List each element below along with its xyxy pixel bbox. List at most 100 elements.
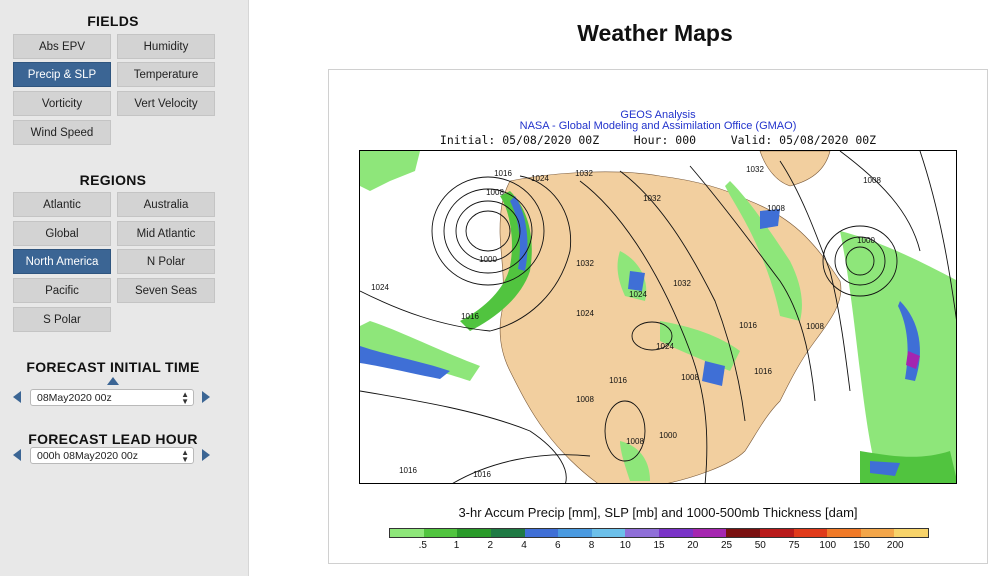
isobar-label: 1016 [609,376,627,385]
legend-label: 75 [788,540,800,551]
isobar-label: 1008 [576,395,594,404]
region-north-america-button[interactable]: North America [13,249,111,274]
lead-hour-prev-arrow-icon[interactable] [13,449,21,461]
isobar-contour [619,170,746,422]
region-pacific-button[interactable]: Pacific [13,278,111,303]
greenland-land [759,151,831,187]
legend-label: 10 [619,540,631,551]
isobar-contour [455,200,521,262]
isobar-label: 1008 [767,204,785,213]
map-header-times: Initial: 05/08/2020 00Z Hour: 000 Valid:… [439,133,877,147]
region-australia-button[interactable]: Australia [117,192,215,217]
isobar-contour [822,225,898,297]
precip-patch [620,441,650,481]
legend-label: 6 [554,540,561,551]
isobar-label: 1000 [479,255,497,264]
isobar-label: 1000 [857,236,875,245]
isobar-label: 1008 [863,176,881,185]
legend-swatch [726,529,760,537]
isobar-label: 1016 [461,312,479,321]
isobar-contour [360,390,567,483]
precip-patch [660,321,740,371]
isobar-contour [604,400,646,462]
precip-patch [360,346,450,379]
legend-swatch [558,529,592,537]
isobar-label: 1024 [371,283,389,292]
isobar-label: 1008 [806,322,824,331]
legend-label: 50 [754,540,766,551]
isobar-label: 1008 [486,188,504,197]
legend-swatch [692,529,727,537]
isobar-label: 1024 [629,290,647,299]
legend-swatch [759,529,794,537]
region-n-polar-button[interactable]: N Polar [117,249,215,274]
isobar-contour [834,236,886,286]
map-header-org: NASA - Global Modeling and Assimilation … [519,120,797,132]
lead-hour-next-arrow-icon[interactable] [202,449,210,461]
init-time-up-arrow-icon[interactable] [107,377,119,385]
field-vorticity-button[interactable]: Vorticity [13,91,111,116]
regions-heading: REGIONS [79,172,147,188]
sidebar: FIELDS Abs EPV Humidity Precip & SLP Tem… [0,0,249,576]
region-seven-seas-button[interactable]: Seven Seas [117,278,215,303]
isobar-label: 1032 [643,194,661,203]
init-time-prev-arrow-icon[interactable] [13,391,21,403]
precip-legend-labels: .5 1 2 4 6 8 10 15 20 25 50 75 100 150 200 [389,540,929,554]
precip-patch [906,351,920,369]
isobar-contour [360,175,572,332]
legend-swatch [490,529,525,537]
isobar-contour [779,160,851,392]
region-global-button[interactable]: Global [13,221,111,246]
low-pressure-center [845,246,875,276]
isobar-label: 1024 [576,309,594,318]
legend-label: 4 [521,540,527,551]
isobar-contour [839,151,921,252]
legend-label: 2 [487,540,494,551]
isobar-label: 1032 [576,259,594,268]
isobar-label: 1008 [626,437,644,446]
legend-swatch [894,529,928,537]
weather-map-image: 1016 1024 1032 1008 1000 1032 1032 1024 … [359,150,957,484]
region-mid-atlantic-button[interactable]: Mid Atlantic [117,221,215,246]
lead-hour-select[interactable]: 000h 08May2020 00z ▲ ▼ [30,447,194,464]
isobar-label: 1016 [739,321,757,330]
legend-label: 20 [687,540,699,551]
field-precip-slp-button[interactable]: Precip & SLP [13,62,111,87]
isobar-label: 1016 [494,169,512,178]
isobar-label: 1032 [575,169,593,178]
legend-swatch [390,529,424,537]
legend-swatch [423,529,458,537]
isobar-label: 1000 [659,431,677,440]
legend-swatch [827,529,861,537]
precip-patch [460,191,532,331]
legend-label: 200 [886,540,904,551]
weather-map-panel: GEOS Analysis NASA - Global Modeling and… [328,69,988,564]
field-abs-epv-button[interactable]: Abs EPV [13,34,111,59]
init-time-select[interactable]: 08May2020 00z ▲ ▼ [30,389,194,406]
isobar-label: 1016 [754,367,772,376]
isobar-contour [579,180,708,483]
precip-patch [860,451,956,483]
isobar-label: 1024 [531,174,549,183]
legend-label: 8 [588,540,595,551]
field-wind-speed-button[interactable]: Wind Speed [13,120,111,145]
region-s-polar-button[interactable]: S Polar [13,307,111,332]
isobar-label: 1024 [656,342,674,351]
select-caret-icon: ▲ ▼ [181,448,189,464]
precip-patch [870,461,900,476]
precip-patch [510,196,528,271]
isobar-contour [452,454,591,483]
legend-label: .5 [418,540,427,551]
legend-swatch [860,529,895,537]
init-time-next-arrow-icon[interactable] [202,391,210,403]
precip-patch [628,271,645,291]
precip-patch [760,209,780,229]
precip-color-legend [389,528,929,538]
field-humidity-button[interactable]: Humidity [117,34,215,59]
legend-swatch [793,529,828,537]
region-atlantic-button[interactable]: Atlantic [13,192,111,217]
field-temperature-button[interactable]: Temperature [117,62,215,87]
isobar-contour [919,151,956,320]
map-caption: 3-hr Accum Precip [mm], SLP [mb] and 100… [458,505,858,520]
field-vert-velocity-button[interactable]: Vert Velocity [117,91,215,116]
